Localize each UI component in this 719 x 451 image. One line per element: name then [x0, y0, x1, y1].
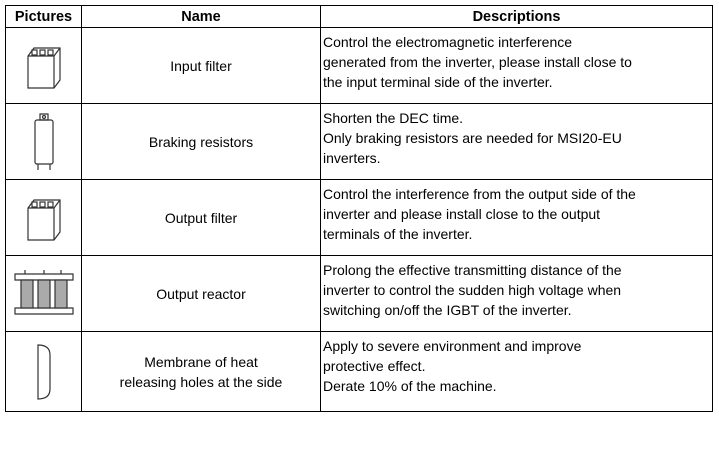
header-cell: Descriptions [320, 5, 713, 28]
picture-cell [5, 331, 82, 412]
name-line: Input filter [170, 57, 232, 74]
description-line: Control the interference from the output… [323, 186, 636, 202]
table-body: Input filter Control the electromagnetic … [5, 27, 713, 412]
description-line: inverters. [323, 150, 381, 166]
description-cell: Apply to severe environment and improve p… [320, 331, 713, 412]
table-row: Input filter Control the electromagnetic … [5, 27, 713, 104]
description-cell: Control the interference from the output… [320, 179, 713, 256]
header-cell: Name [81, 5, 321, 28]
description-line: switching on/off the IGBT of the inverte… [323, 302, 572, 318]
device-icon [36, 343, 51, 400]
header-row: Pictures Name Descriptions [5, 5, 713, 28]
name-line: Braking resistors [148, 133, 254, 150]
name-cell: Output filter [81, 179, 321, 256]
description-cell: Control the electromagnetic interference… [320, 27, 713, 104]
description-line: Only braking resistors are needed for MS… [323, 130, 622, 146]
description-line: Derate 10% of the machine. [323, 378, 497, 394]
accessory-table: Pictures Name Descriptions Input filter C… [5, 5, 713, 412]
description-line: inverter and please install close to the… [323, 206, 601, 222]
description-line: generated from the inverter, please inst… [323, 54, 632, 70]
name-cell: Input filter [81, 27, 321, 104]
description-line: Apply to severe environment and improve [323, 338, 582, 354]
table-row: Output reactor Prolong the effective tran… [5, 255, 713, 332]
description-line: protective effect. [323, 358, 426, 374]
picture-cell [5, 103, 82, 180]
device-icon [13, 269, 74, 315]
description-line: Control the electromagnetic interference [323, 34, 573, 50]
picture-cell [5, 27, 82, 104]
name-cell: Output reactor [81, 255, 321, 332]
name-line: Output filter [164, 209, 238, 226]
header-cell: Pictures [5, 5, 82, 28]
device-icon [26, 198, 61, 241]
description-line: Prolong the effective transmitting dista… [323, 262, 622, 278]
name-line: Output reactor [156, 285, 246, 302]
name-line: releasing holes at the side [119, 373, 283, 390]
picture-cell [5, 179, 82, 256]
description-line: Shorten the DEC time. [323, 110, 464, 126]
description-line: inverter to control the sudden high volt… [323, 282, 622, 298]
description-cell: Prolong the effective transmitting dista… [320, 255, 713, 332]
device-icon [33, 112, 54, 170]
table-row: Braking resistors Shorten the DEC time. On… [5, 103, 713, 180]
table-row: Output filter Control the interference fr… [5, 179, 713, 256]
description-line: the input terminal side of the inverter. [323, 74, 553, 90]
picture-cell [5, 255, 82, 332]
description-line: terminals of the inverter. [323, 226, 473, 242]
name-line: Membrane of heat [144, 353, 258, 370]
table-row: Membrane of heat releasing holes at the s… [5, 331, 713, 412]
device-icon [26, 46, 61, 89]
name-cell: Membrane of heat releasing holes at the s… [81, 331, 321, 412]
description-cell: Shorten the DEC time. Only braking resist… [320, 103, 713, 180]
name-cell: Braking resistors [81, 103, 321, 180]
